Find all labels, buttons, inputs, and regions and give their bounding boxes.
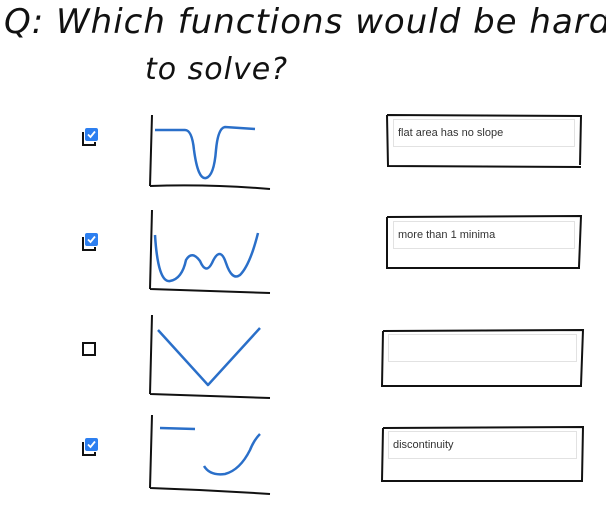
- row-4-answer-box: [380, 425, 585, 483]
- row-4-check-mark: [85, 438, 98, 451]
- question-line-2: to solve?: [145, 52, 289, 87]
- answer-row-1: [0, 110, 606, 210]
- row-1-checkbox[interactable]: [82, 128, 98, 146]
- row-4-checkbox[interactable]: [82, 438, 98, 456]
- row-1-answer-box: [385, 113, 583, 168]
- question-line-1: Q: Which functions would be hard: [4, 2, 606, 42]
- answer-row-4: [0, 410, 606, 510]
- w-shape-two-minima-icon: [149, 209, 271, 294]
- row-2-check-mark: [85, 233, 98, 246]
- row-3-answer-input[interactable]: [388, 334, 577, 362]
- row-1-check-mark: [85, 128, 98, 141]
- u-shape-with-flat-shoulders-icon: [149, 114, 271, 190]
- row-3-answer-box: [380, 328, 585, 388]
- row-1-answer-input[interactable]: [393, 119, 575, 147]
- row-3-checkbox[interactable]: [82, 342, 96, 356]
- discontinuous-step-curve-icon: [149, 414, 271, 495]
- row-2-checkbox[interactable]: [82, 233, 98, 251]
- row-2-answer-input[interactable]: [393, 221, 575, 249]
- answer-row-2: [0, 205, 606, 305]
- answer-row-3: [0, 310, 606, 410]
- row-4-answer-input[interactable]: [388, 431, 577, 459]
- v-shape-icon: [149, 314, 271, 399]
- row-2-answer-box: [385, 215, 583, 270]
